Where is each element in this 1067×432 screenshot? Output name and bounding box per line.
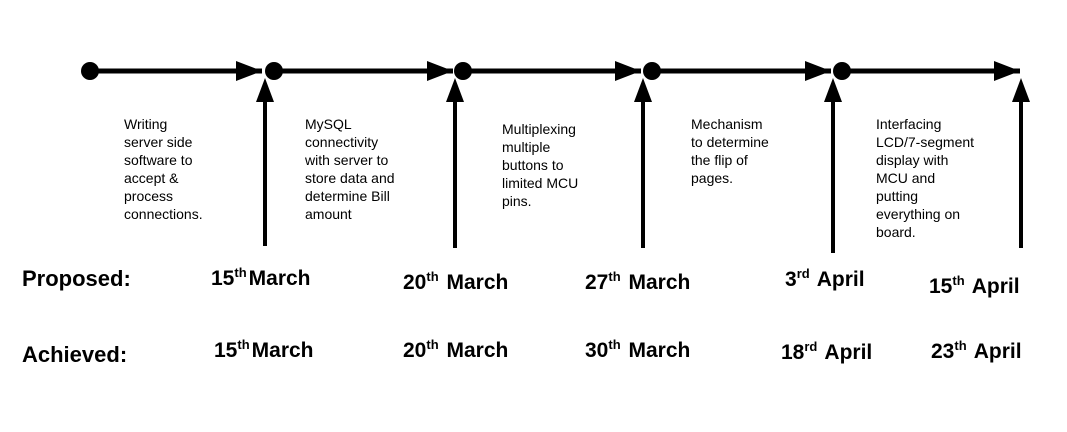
achieved-date: 23th April [931,338,1022,364]
date-day: 15 [211,267,235,290]
date-month: April [973,340,1022,363]
milestone-dot [454,62,472,80]
proposed-row-label: Proposed: [22,266,131,291]
date-suffix: rd [804,339,818,354]
date-month: March [251,339,314,362]
task-description: Multiplexing multiple buttons to limited… [502,121,579,209]
date-suffix: th [237,337,250,352]
date-day: 15 [214,339,238,362]
milestone-arrows [256,78,1030,253]
date-month: March [446,271,509,294]
milestone-dots [81,62,851,80]
timeline-axis [90,61,1020,81]
achieved-date: 18rd April [781,339,873,365]
milestone-dot [265,62,283,80]
milestone-arrowhead [1012,78,1030,102]
proposed-date: 20th March [403,269,509,295]
date-day: 27 [585,271,609,294]
date-month: April [971,275,1020,298]
date-suffix: th [608,269,621,284]
proposed-date: 15thMarch [211,265,311,291]
date-month: April [824,341,873,364]
proposed-date: 15th April [929,273,1020,299]
proposed-date: 27th March [585,269,691,295]
task-description: MySQL connectivity with server to store … [305,116,395,222]
date-day: 20 [403,271,427,294]
timeline-arrowhead [615,61,641,81]
timeline-arrowhead [236,61,262,81]
milestone-dot [643,62,661,80]
proposed-date: 3rd April [785,266,865,292]
achieved-date: 15thMarch [214,337,314,363]
timeline-arrowhead [427,61,453,81]
timeline-arrowhead [805,61,831,81]
achieved-date: 30th March [585,337,691,363]
timeline-arrowhead [994,61,1020,81]
date-month: March [628,271,691,294]
date-month: April [816,268,865,291]
task-description: Writing server side software to accept &… [124,116,203,222]
milestone-arrowhead [256,78,274,102]
date-suffix: th [608,337,621,352]
date-suffix: th [426,269,439,284]
date-month: March [446,339,509,362]
milestone-arrowhead [446,78,464,102]
milestone-arrowhead [824,78,842,102]
task-description: Interfacing LCD/7-segment display with M… [876,116,975,240]
milestone-dot [81,62,99,80]
date-suffix: th [426,337,439,352]
date-suffix: th [952,273,965,288]
milestone-dot [833,62,851,80]
achieved-row-label: Achieved: [22,342,128,367]
date-day: 23 [931,340,955,363]
achieved-date: 20th March [403,337,509,363]
date-month: March [248,267,311,290]
date-month: March [628,339,691,362]
date-suffix: th [234,265,247,280]
date-suffix: rd [796,266,810,281]
date-day: 18 [781,341,805,364]
date-day: 20 [403,339,427,362]
date-day: 15 [929,275,953,298]
date-day: 30 [585,339,609,362]
milestone-arrowhead [634,78,652,102]
date-day: 3 [785,268,797,291]
task-description: Mechanism to determine the flip of pages… [691,116,769,186]
date-suffix: th [954,338,967,353]
